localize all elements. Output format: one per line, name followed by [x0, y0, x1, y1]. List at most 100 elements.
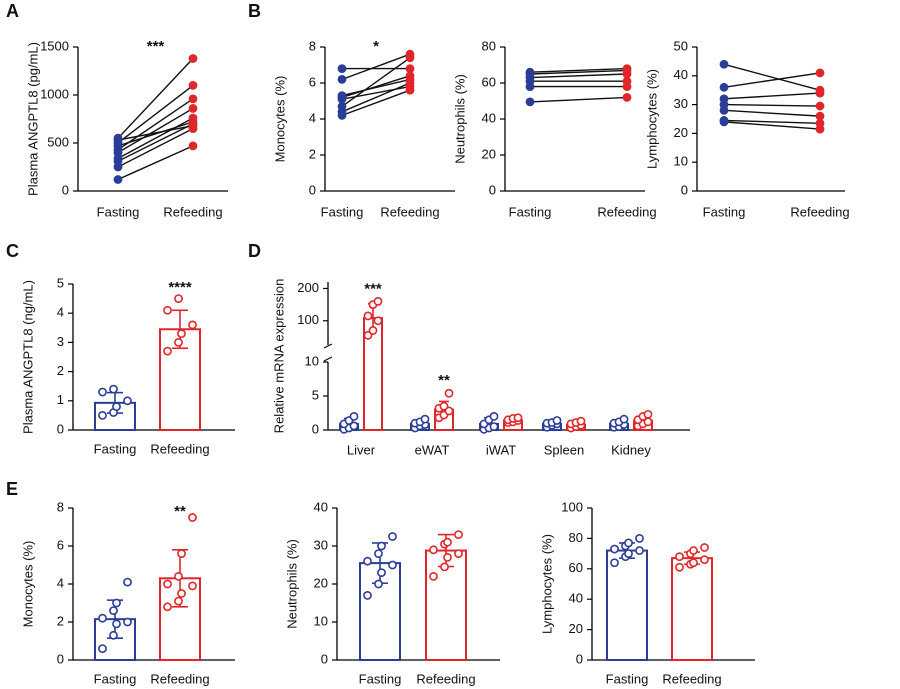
- data-point: [700, 555, 709, 565]
- significance: ***: [147, 38, 165, 55]
- pair-line: [341, 78, 411, 97]
- x-tick-label: Fasting: [359, 671, 402, 686]
- pair-line: [529, 69, 628, 75]
- data-point: [188, 54, 198, 63]
- x-tick-label: Refeeding: [163, 204, 222, 219]
- y-tick-label: 50: [674, 38, 688, 53]
- data-point: [619, 414, 629, 424]
- data-point: [689, 546, 698, 555]
- pair-line: [723, 103, 821, 107]
- data-point: [420, 414, 430, 424]
- data-point: [188, 121, 198, 131]
- data-point: [349, 421, 359, 431]
- pair-line: [117, 145, 194, 181]
- data-point: [174, 572, 183, 581]
- data-point: [98, 613, 107, 623]
- y-tick-label: 20: [314, 575, 328, 590]
- x-tick-label: eWAT: [415, 442, 450, 457]
- y-tick-label: 1: [57, 392, 64, 407]
- data-point: [188, 141, 198, 151]
- data-point: [174, 337, 183, 347]
- data-point: [113, 175, 123, 184]
- data-point: [576, 416, 586, 426]
- data-point: [454, 549, 463, 558]
- x-tick-label: Fasting: [321, 204, 364, 219]
- pair-line: [341, 89, 411, 117]
- data-point: [188, 320, 197, 330]
- data-point: [815, 88, 825, 98]
- data-point: [377, 541, 386, 551]
- y-axis-label: Monocytes (%): [272, 76, 287, 163]
- data-point: [440, 562, 449, 572]
- y-axis-label: Plasma ANGPTL8 (ng/mL): [20, 280, 35, 434]
- x-tick-label: Kidney: [611, 442, 651, 457]
- data-point: [188, 94, 198, 104]
- y-tick-label: 5: [312, 387, 319, 402]
- y-tick-label: 20: [674, 125, 688, 140]
- data-point: [388, 560, 397, 570]
- y-axis-label: Neutrophils (%): [452, 74, 467, 164]
- y-tick-label: 0: [489, 182, 496, 197]
- y-tick-label: 3: [57, 334, 64, 349]
- data-point: [123, 396, 132, 406]
- data-point: [622, 93, 632, 102]
- y-tick-label: 1000: [40, 86, 69, 101]
- data-point: [368, 326, 378, 335]
- data-point: [109, 606, 118, 615]
- data-point: [429, 545, 438, 555]
- data-point: [439, 401, 449, 411]
- panel-label: E: [6, 479, 18, 499]
- data-point: [177, 589, 186, 598]
- bar: [671, 557, 713, 661]
- panel-label: B: [248, 1, 261, 21]
- data-point: [454, 530, 463, 539]
- data-point: [405, 49, 415, 59]
- data-point: [489, 411, 499, 421]
- pair-line: [117, 123, 194, 162]
- data-point: [188, 104, 198, 113]
- y-tick-label: 6: [57, 537, 64, 552]
- x-tick-label: Fasting: [606, 671, 649, 686]
- y-tick-label: 10: [305, 353, 319, 368]
- data-point: [405, 75, 415, 84]
- data-point: [610, 558, 619, 568]
- data-point: [443, 553, 452, 562]
- data-point: [700, 543, 709, 552]
- y-tick-label: 8: [57, 499, 64, 514]
- data-point: [513, 413, 523, 423]
- panel-label: A: [6, 1, 19, 21]
- x-tick-label: Refeeding: [662, 671, 721, 686]
- y-tick-label: 0: [309, 182, 316, 197]
- y-tick-label: 4: [309, 110, 316, 125]
- y-tick-label: 10: [314, 613, 328, 628]
- pair-line: [723, 121, 821, 130]
- data-point: [719, 59, 729, 69]
- x-tick-label: Refeeding: [597, 204, 656, 219]
- y-tick-label: 40: [674, 67, 688, 82]
- y-tick-label: 60: [482, 74, 496, 89]
- pair-line: [341, 75, 411, 99]
- y-axis-label: Lymphocytes (%): [539, 534, 554, 634]
- data-point: [489, 422, 499, 431]
- data-point: [174, 294, 183, 303]
- y-tick-label: 80: [569, 530, 583, 545]
- pair-line: [529, 73, 628, 79]
- pair-line: [117, 107, 194, 154]
- data-point: [388, 532, 397, 541]
- pair-line: [117, 125, 194, 141]
- data-point: [163, 305, 172, 315]
- y-axis-label: Relative mRNA expression: [271, 279, 286, 434]
- y-tick-label: 0: [681, 182, 688, 197]
- y-tick-label: 20: [482, 146, 496, 161]
- data-point: [815, 101, 825, 111]
- y-tick-label: 4: [57, 305, 64, 320]
- x-tick-label: Refeeding: [150, 671, 209, 686]
- data-point: [188, 81, 198, 90]
- data-point: [815, 111, 825, 121]
- y-tick-label: 30: [674, 96, 688, 111]
- data-point: [188, 513, 197, 522]
- y-tick-label: 8: [309, 38, 316, 53]
- panel-label: C: [6, 241, 19, 261]
- x-tick-label: Refeeding: [416, 671, 475, 686]
- data-point: [622, 64, 632, 73]
